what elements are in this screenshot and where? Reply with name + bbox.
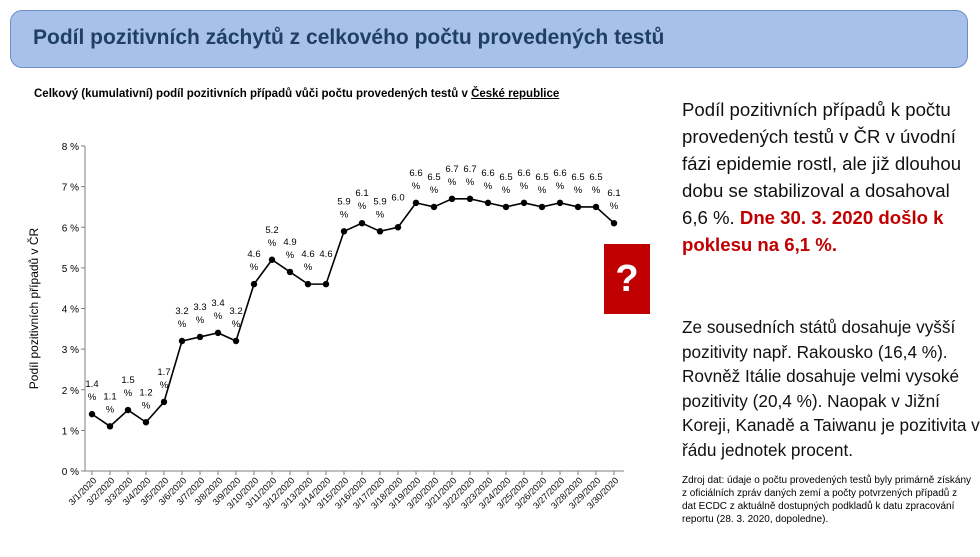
y-tick-label: 2 %	[62, 386, 79, 397]
y-tick-label: 0 %	[62, 467, 79, 478]
data-label: 6.7%	[445, 164, 458, 188]
data-label: 3.2%	[175, 306, 188, 330]
data-label: 4.6%	[247, 249, 260, 273]
data-point	[160, 398, 168, 406]
y-tick-label: 7 %	[62, 183, 79, 194]
data-label: 3.2%	[229, 306, 242, 330]
data-point	[610, 219, 618, 227]
data-label: 6.6%	[517, 168, 530, 192]
data-point	[484, 199, 492, 207]
data-label: 6.5%	[427, 172, 440, 196]
data-label: 4.6%	[301, 249, 314, 273]
data-point	[322, 280, 330, 288]
data-label: 1.2%	[139, 387, 152, 411]
data-label: 1.5%	[121, 375, 134, 399]
data-point	[556, 199, 564, 207]
data-label: 6.6%	[409, 168, 422, 192]
data-label: 6.5%	[589, 172, 602, 196]
data-point	[286, 268, 294, 276]
data-point	[88, 410, 96, 418]
y-tick-label: 3 %	[62, 345, 79, 356]
y-tick-label: 4 %	[62, 305, 79, 316]
y-axis-title: Podíl pozitivních případů v ČR	[26, 227, 41, 389]
data-label: 5.9%	[373, 196, 386, 220]
data-point	[592, 203, 600, 211]
data-label: 1.7%	[157, 367, 170, 391]
data-label: 3.4%	[211, 298, 224, 322]
data-point	[376, 228, 384, 235]
data-point	[304, 280, 312, 288]
summary-text: Podíl pozitivních případů k počtu proved…	[682, 99, 962, 228]
source-note: Zdroj dat: údaje o počtu provedených tes…	[682, 475, 972, 525]
y-tick-label: 1 %	[62, 426, 79, 437]
series-line	[91, 198, 615, 428]
data-label: 6.6%	[481, 168, 494, 192]
header-bar: Podíl pozitivních záchytů z celkového po…	[10, 10, 968, 68]
page-title: Podíl pozitivních záchytů z celkového po…	[33, 26, 665, 49]
data-label: 6.1%	[607, 188, 620, 212]
data-point	[340, 228, 348, 235]
summary-highlight: Dne 30. 3. 2020 došlo k poklesu na 6,1 %…	[682, 207, 944, 255]
data-point	[124, 406, 132, 414]
data-point	[250, 280, 258, 288]
data-label: 5.2%	[265, 225, 278, 249]
data-label: 6.1%	[355, 188, 368, 212]
data-label: 6.7%	[463, 164, 476, 188]
chart-title: Celkový (kumulativní) podíl pozitivních …	[34, 88, 559, 100]
summary-paragraph: Podíl pozitivních případů k počtu proved…	[682, 96, 978, 258]
data-label: 4.9%	[283, 237, 296, 261]
data-point	[358, 219, 366, 227]
line-chart: 0 % 1 % 2 % 3 % 4 % 5 % 6 % 7 % 8 % Podíl pozitiv…	[26, 142, 624, 511]
data-point	[520, 199, 528, 207]
data-point	[574, 203, 582, 211]
neighbors-paragraph: Ze sousedních států dosahuje vyšší pozit…	[682, 317, 980, 460]
data-label: 4.6	[319, 249, 332, 260]
y-tick-label: 5 %	[62, 264, 79, 275]
data-label: 3.3%	[193, 302, 206, 326]
data-point	[268, 256, 276, 263]
data-point	[196, 333, 204, 341]
data-point	[502, 203, 510, 211]
data-point	[142, 419, 150, 426]
data-point	[430, 203, 438, 211]
question-mark-box: ?	[604, 244, 650, 314]
data-point	[466, 195, 474, 203]
data-point	[394, 224, 402, 231]
y-tick-label: 8 %	[62, 142, 79, 153]
data-point	[214, 329, 222, 337]
data-point	[538, 203, 546, 211]
data-label: 6.0	[391, 192, 404, 203]
data-label: 6.5%	[571, 172, 584, 196]
y-tick-label: 6 %	[62, 223, 79, 234]
data-label: 6.6%	[553, 168, 566, 192]
data-point	[232, 337, 240, 345]
data-label: 6.5%	[499, 172, 512, 196]
data-point	[412, 199, 420, 207]
data-label: 5.9%	[337, 196, 350, 220]
data-label: 6.5%	[535, 172, 548, 196]
chart-title-country: České republice	[471, 88, 560, 100]
data-point	[178, 337, 186, 345]
data-label: 1.4%	[85, 379, 98, 403]
data-point	[106, 423, 114, 430]
data-label: 1.1%	[103, 391, 116, 415]
chart-title-prefix: Celkový (kumulativní) podíl pozitivních …	[34, 88, 472, 100]
data-point	[448, 195, 456, 203]
